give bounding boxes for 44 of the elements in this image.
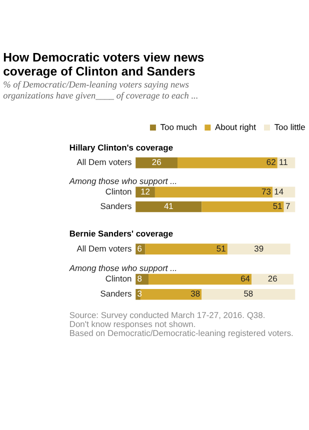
legend-label: Too little: [274, 122, 306, 132]
y-tick-label: All Dem voters: [76, 157, 132, 168]
chart-title: Bernie Sanders' coverage: [69, 228, 174, 238]
text: Don't know responses not shown.: [69, 318, 196, 329]
bar: [227, 244, 290, 254]
annotation: Hillary Clinton's coverage: [69, 142, 174, 152]
data-label: 64: [240, 274, 250, 284]
data-label: 3: [137, 288, 142, 299]
bar: [140, 289, 202, 300]
data-label: 26: [152, 157, 162, 168]
text: Based on Democratic/Democratic-leaning registered voters.: [69, 328, 294, 338]
data-label: 6: [137, 243, 142, 254]
legend-label: About right: [214, 122, 257, 132]
data-label: 73: [262, 186, 272, 196]
data-label: 62: [266, 157, 276, 168]
bar: [202, 289, 296, 300]
data-label: 51: [216, 243, 226, 254]
data-label: 39: [254, 243, 264, 254]
data-label: 11: [279, 157, 288, 168]
y-tick-label: Sanders: [100, 288, 132, 299]
data-label: 14: [274, 186, 284, 196]
data-label: 38: [190, 288, 200, 299]
data-label: 41: [164, 201, 174, 212]
data-label: 51: [272, 201, 283, 212]
bar: [202, 201, 284, 212]
y-tick-label: Clinton: [105, 274, 132, 284]
annotation: Among those who support ...: [68, 263, 178, 274]
bar: [178, 157, 278, 168]
chart-subtitle: % of Democratic/Dem-leaning voters saying news organizations have given____ of coverage to each ...: [3, 80, 198, 100]
data-label: 58: [244, 288, 254, 299]
y-tick-label: Sanders: [100, 201, 132, 212]
data-label: 26: [268, 274, 278, 284]
bar: [145, 244, 228, 254]
annotation: Among those who support ...: [68, 176, 178, 186]
source-note: Source: Survey conducted March 17-27, 2016. Q38.: [69, 310, 266, 320]
bar: [136, 201, 202, 212]
chart-title: How Democratic voters view news coverage of Clinton and Sanders: [3, 50, 204, 78]
data-label: 7: [285, 201, 290, 212]
bar: [136, 157, 178, 168]
y-tick-label: All Dem voters: [76, 243, 132, 254]
data-label: 8: [137, 274, 142, 284]
legend-label: Too much: [160, 122, 198, 132]
data-label: 12: [140, 186, 150, 196]
y-tick-label: Clinton: [105, 186, 132, 196]
